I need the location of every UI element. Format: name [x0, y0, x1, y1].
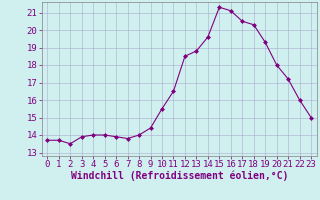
X-axis label: Windchill (Refroidissement éolien,°C): Windchill (Refroidissement éolien,°C) [70, 171, 288, 181]
